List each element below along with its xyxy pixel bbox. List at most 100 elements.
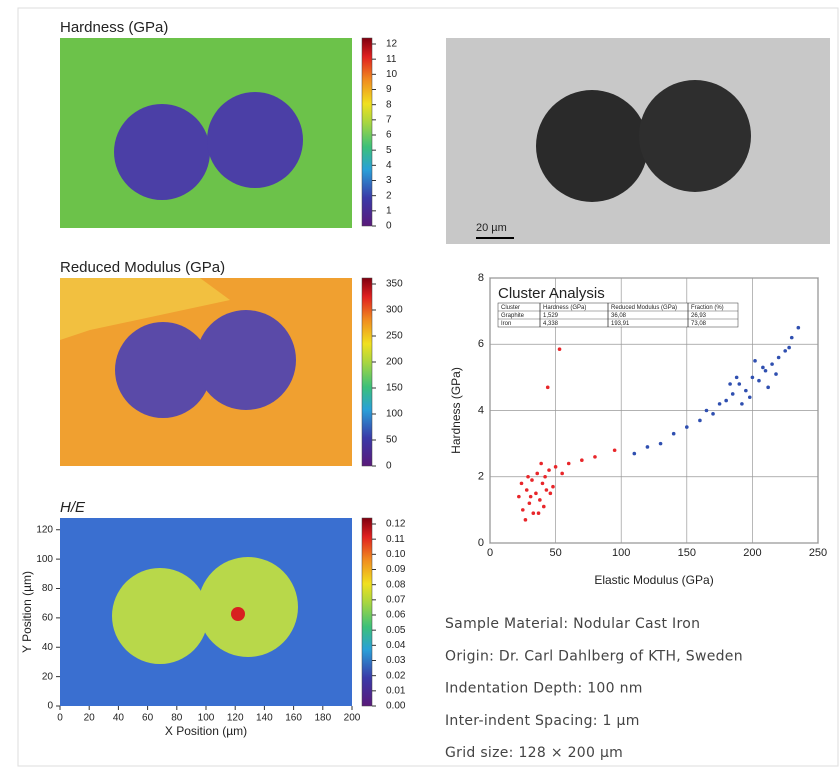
point (553, 465, 558, 469)
chart-title: Cluster Analysis (498, 285, 605, 302)
y-tick-label: 0 (47, 701, 53, 712)
point (789, 335, 794, 340)
point (540, 481, 545, 486)
y-tick-label: 100 (36, 554, 53, 565)
nodule (207, 92, 303, 188)
colorbar-label: 0 (386, 221, 392, 232)
y-tick-label: 8 (478, 272, 484, 284)
point (534, 491, 538, 496)
info-line: Sample Material: Nodular Cast Iron (445, 616, 700, 632)
colorbar-label: 8 (386, 99, 392, 110)
table-cell: Reduced Modulus (GPa) (611, 305, 677, 311)
colorbar-label: 0.12 (386, 519, 406, 530)
point (740, 402, 744, 406)
point (783, 349, 787, 353)
point (560, 471, 564, 476)
colorbar-label: 300 (386, 305, 403, 316)
point (685, 425, 689, 429)
frame (17, 7, 839, 767)
colorbar-label: 0.10 (386, 549, 406, 560)
colorbar-label: 4 (386, 160, 392, 171)
point (531, 511, 536, 515)
y-tick-label: 80 (42, 583, 54, 594)
colorbar-label: 0.01 (386, 685, 406, 696)
table-cell: Graphite (501, 313, 525, 319)
x-tick-label: 50 (549, 547, 561, 559)
x-tick-label: 120 (227, 713, 244, 724)
y-tick-label: 40 (42, 642, 54, 653)
point (593, 455, 597, 459)
table-cell: Cluster (501, 305, 520, 311)
point (539, 461, 543, 466)
info-line: Origin: Dr. Carl Dahlberg of KTH, Sweden (445, 648, 743, 664)
y-tick-label: 0 (478, 537, 484, 549)
colorbar-label: 0.00 (386, 701, 406, 712)
point (547, 468, 551, 472)
table-cell: 73,08 (691, 321, 707, 327)
colorbar-label: 2 (386, 190, 392, 201)
point (753, 359, 757, 363)
nodule (115, 322, 211, 418)
colorbar-label: 3 (386, 175, 392, 186)
point (526, 474, 530, 479)
point (747, 395, 752, 400)
point (730, 392, 735, 396)
point (671, 431, 676, 436)
nodule (198, 557, 298, 657)
point (632, 451, 637, 456)
x-tick-label: 200 (743, 547, 761, 559)
colorbar-label: 0.11 (386, 534, 405, 545)
point (658, 441, 663, 446)
x-tick-label: 20 (84, 713, 96, 724)
point (770, 362, 774, 366)
colorbar-label: 5 (386, 145, 392, 156)
colorbar-label: 10 (386, 69, 398, 80)
colorbar-label: 9 (386, 84, 392, 95)
point (536, 511, 541, 515)
point (711, 412, 715, 416)
point (737, 382, 742, 386)
colorbar-label: 200 (386, 357, 403, 368)
colorbar-label: 0.09 (386, 564, 406, 575)
table-cell: Fraction (%) (691, 305, 724, 311)
colorbar-label: 0.05 (386, 625, 406, 636)
nodule (536, 90, 648, 202)
point (717, 402, 722, 406)
point (734, 375, 739, 380)
colorbar-label: 7 (386, 114, 392, 125)
x-tick-label: 180 (314, 713, 331, 724)
colorbar-label: 150 (386, 383, 403, 394)
info-line: Grid size: 128 × 200 µm (445, 745, 623, 761)
hot-spot (231, 607, 245, 621)
point (566, 461, 571, 466)
x-tick-label: 100 (612, 547, 630, 559)
point (744, 388, 748, 393)
colorbar-label: 6 (386, 130, 392, 141)
y-tick-label: 60 (42, 613, 54, 624)
point (545, 385, 550, 390)
point (528, 494, 533, 499)
colorbar (361, 277, 373, 467)
x-tick-label: 140 (256, 713, 273, 724)
nodule (112, 568, 208, 664)
colorbar-label: 100 (386, 409, 403, 420)
x-tick-label: 250 (809, 547, 827, 559)
point (757, 378, 761, 383)
table-cell: 193,91 (611, 321, 630, 327)
colorbar-label: 50 (386, 435, 398, 446)
colorbar-label: 0.07 (386, 594, 406, 605)
colorbar-label: 0.04 (386, 640, 406, 651)
x-tick-label: 160 (285, 713, 302, 724)
point (645, 445, 650, 449)
point (612, 448, 617, 453)
table-cell: Hardness (GPa) (543, 305, 586, 311)
nodule (114, 104, 210, 200)
point (548, 491, 553, 496)
point (517, 494, 521, 499)
x-tick-label: 40 (113, 713, 125, 724)
colorbar-label: 0.03 (386, 655, 406, 666)
x-tick-label: 60 (142, 713, 154, 724)
point (535, 471, 540, 476)
info-line: Inter-indent Spacing: 1 µm (445, 713, 640, 729)
